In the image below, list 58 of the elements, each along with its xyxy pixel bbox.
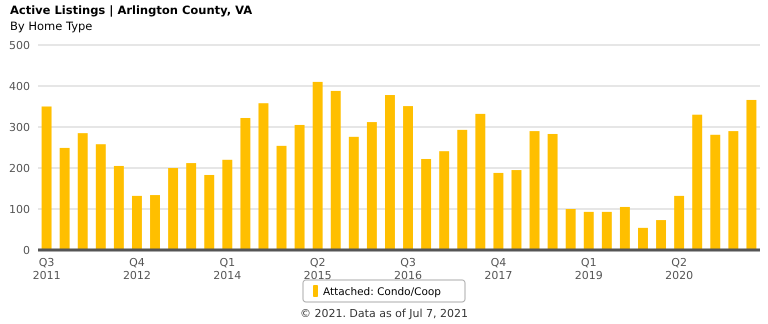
bar [566,209,576,250]
x-tick-label: Q4 2012 [122,256,151,282]
bar [240,118,250,250]
bar [403,106,414,250]
x-tick-label: Q1 2014 [213,256,242,282]
bar [692,114,702,250]
bar [150,195,160,250]
bar [439,151,450,250]
bar [656,220,666,250]
bar [330,90,341,250]
x-tick-label: Q2 2015 [304,256,332,282]
bar [204,174,214,250]
bar [258,103,268,250]
bar [114,166,124,250]
bar [638,228,648,250]
bar [584,212,594,250]
bar [457,130,468,250]
bar [710,134,720,250]
bar [728,131,738,250]
y-tick-label: 500 [9,39,30,52]
chart-title: Active Listings | Arlington County, VA [10,3,252,17]
y-tick-label: 100 [9,203,30,216]
bar [746,100,756,250]
bar [42,106,52,250]
bar [186,163,196,250]
bar [493,172,504,250]
bar [294,124,305,250]
bar [168,168,178,250]
bar [548,134,558,250]
x-tick-label: Q3 2016 [394,256,422,282]
y-tick-label: 0 [23,244,30,257]
bar [674,196,684,250]
bar [132,196,142,250]
x-tick-label: Q3 2011 [32,256,61,282]
x-tick-label: Q4 2017 [484,256,512,282]
bar [60,148,70,250]
bar [366,122,377,250]
bar [602,212,612,250]
bar [222,160,232,250]
bar [276,146,286,250]
bar [312,82,323,250]
bar [78,133,88,250]
text: © 2021. Data as of Jul 7, 2021 [300,307,468,320]
bar [530,131,540,250]
bar [620,206,630,250]
x-tick-label: Q1 2019 [574,256,603,282]
y-tick-label: 400 [9,80,30,93]
bar [348,136,359,250]
bar [421,158,432,250]
bar [512,170,522,250]
bar [384,95,395,250]
bar [475,114,486,250]
y-tick-label: 200 [9,162,30,175]
y-tick-label: 300 [9,121,30,134]
bar [96,144,106,250]
legend-label: Attached: Condo/Coop [323,286,442,298]
chart-subtitle: By Home Type [10,19,92,33]
x-tick-label: Q2 2020 [665,256,694,282]
